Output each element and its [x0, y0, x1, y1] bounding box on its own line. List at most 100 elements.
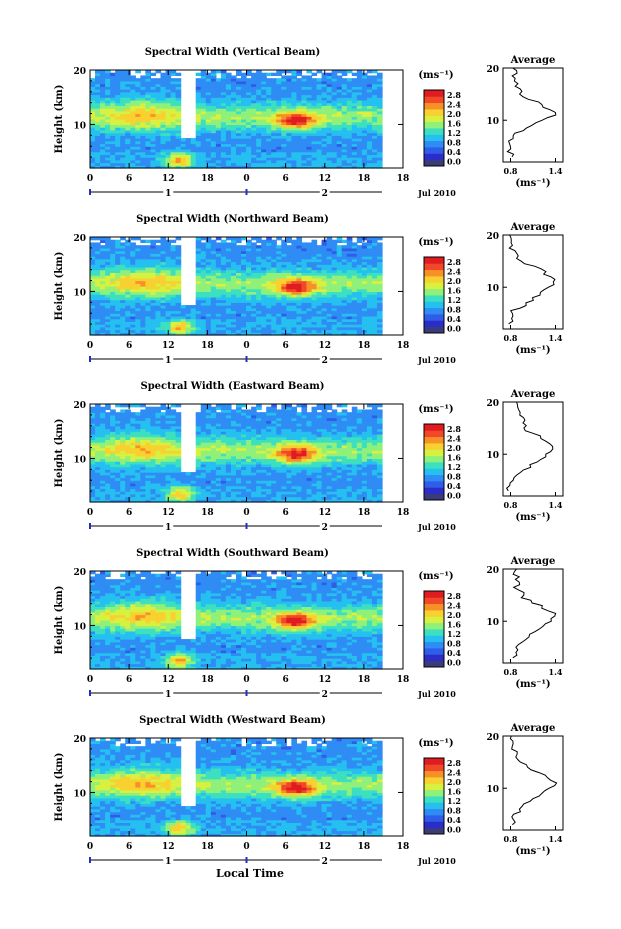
- heat-cell: [140, 99, 146, 104]
- heat-cell: [220, 439, 227, 443]
- heat-cell: [110, 146, 116, 150]
- heat-cell: [236, 148, 242, 153]
- heat-cell: [210, 472, 217, 476]
- heat-cell: [316, 307, 323, 312]
- heat-cell: [110, 288, 116, 293]
- heat-cell: [356, 245, 363, 249]
- heat-cell: [225, 140, 232, 145]
- heat-cell: [205, 477, 212, 481]
- heat-cell: [326, 286, 333, 290]
- heat-cell: [125, 113, 131, 117]
- heat-cell: [140, 294, 146, 298]
- heat-cell: [95, 266, 101, 271]
- heat-cell: [195, 425, 202, 430]
- heat-cell: [155, 146, 162, 150]
- heat-cell: [165, 97, 172, 101]
- heat-cell: [371, 272, 378, 276]
- heat-cell: [215, 86, 222, 90]
- heat-cell: [306, 159, 313, 164]
- heat-cell: [140, 310, 146, 314]
- heat-cell: [205, 417, 212, 421]
- heat-cell: [205, 99, 212, 104]
- heat-cell: [220, 488, 227, 492]
- heat-cell: [346, 105, 353, 109]
- heat-cell: [361, 250, 368, 254]
- heat-cell: [256, 305, 262, 309]
- heat-cell: [150, 140, 157, 145]
- heat-cell: [120, 148, 126, 153]
- heat-cell: [261, 272, 267, 276]
- colorbar-tick-label: 0.0: [447, 323, 461, 333]
- heat-cell: [210, 469, 217, 473]
- heat-cell: [125, 280, 131, 284]
- heat-cell: [326, 119, 333, 123]
- heat-cell: [336, 275, 343, 279]
- heat-cell: [236, 239, 242, 244]
- heat-cell: [371, 291, 378, 295]
- heat-cell: [225, 272, 232, 276]
- heat-cell: [195, 250, 202, 254]
- heat-cell: [130, 277, 136, 282]
- heat-cell: [336, 250, 343, 254]
- heat-cell: [140, 480, 146, 484]
- heat-cell: [105, 119, 111, 123]
- heat-cell: [281, 99, 287, 104]
- heat-cell: [361, 245, 368, 249]
- heat-cell: [220, 294, 227, 298]
- heat-cell: [170, 283, 177, 287]
- heat-cell: [110, 444, 116, 449]
- heat-cell: [160, 121, 167, 126]
- heat-cell: [160, 442, 167, 446]
- heat-cell: [160, 275, 167, 279]
- heat-cell: [331, 272, 338, 276]
- heat-cell: [230, 94, 237, 98]
- heat-cell: [210, 417, 217, 421]
- heat-cell: [170, 113, 177, 117]
- heat-cell: [90, 99, 96, 104]
- heat-cell: [220, 288, 227, 293]
- day-label-bg: [319, 354, 330, 364]
- heat-cell: [95, 280, 101, 284]
- heat-cell: [140, 264, 146, 268]
- heat-cell: [195, 482, 202, 487]
- heat-cell: [195, 121, 202, 126]
- heat-cell: [145, 280, 152, 284]
- heat-cell: [170, 428, 177, 432]
- heat-cell: [215, 466, 222, 470]
- heat-cell: [175, 159, 182, 164]
- heat-cell: [110, 124, 116, 128]
- heat-cell: [296, 261, 303, 265]
- heat-cell: [366, 121, 373, 126]
- heat-cell: [286, 264, 292, 268]
- heat-cell: [326, 313, 333, 317]
- heat-cell: [205, 116, 212, 120]
- heat-cell: [205, 94, 212, 98]
- heat-cell: [225, 310, 232, 314]
- heat-cell: [316, 80, 323, 85]
- heat-cell: [130, 310, 136, 314]
- heat-cell: [110, 116, 116, 120]
- heat-cell: [311, 91, 318, 96]
- average-x-tick-label: 0.8: [504, 166, 518, 176]
- heat-cell: [331, 324, 338, 328]
- heat-cell: [200, 477, 207, 481]
- heat-cell: [105, 154, 111, 158]
- heat-cell: [165, 417, 172, 421]
- heat-cell: [110, 466, 116, 470]
- heat-cell: [110, 266, 116, 271]
- heat-cell: [306, 124, 313, 128]
- heat-cell: [366, 159, 373, 164]
- heat-cell: [321, 113, 328, 117]
- heat-cell: [115, 135, 121, 139]
- heat-cell: [236, 132, 242, 136]
- heat-cell: [160, 135, 167, 139]
- heat-cell: [225, 286, 232, 290]
- heat-cell: [100, 329, 106, 333]
- heat-cell: [366, 113, 373, 117]
- heat-cell: [175, 132, 182, 136]
- heat-cell: [190, 159, 197, 164]
- heat-cell: [150, 283, 157, 287]
- heat-cell: [110, 469, 116, 473]
- heat-cell: [236, 247, 242, 252]
- heat-cell: [90, 83, 96, 87]
